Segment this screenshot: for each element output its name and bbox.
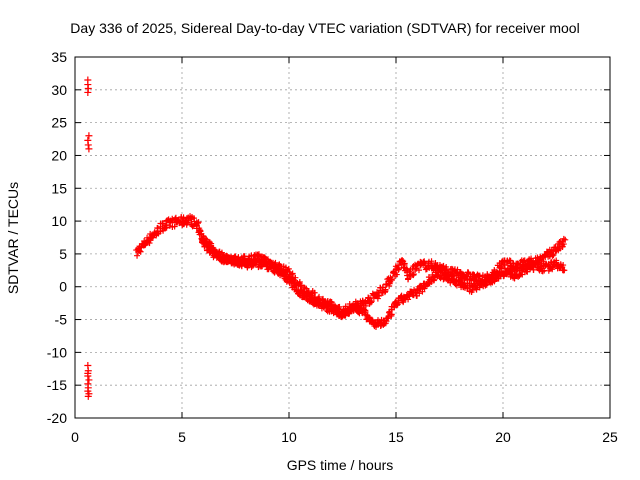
data-point <box>476 284 483 291</box>
data-point <box>368 299 375 306</box>
data-point <box>514 266 521 273</box>
data-point <box>288 276 295 283</box>
data-point <box>368 298 375 305</box>
data-point <box>305 290 312 297</box>
y-tick-label: -5 <box>55 312 68 328</box>
x-tick-label: 20 <box>495 429 511 445</box>
y-tick-label: 35 <box>51 49 67 65</box>
data-point <box>415 267 422 274</box>
y-tick-label: 30 <box>51 82 67 98</box>
x-tick-label: 5 <box>178 429 186 445</box>
data-point <box>341 311 348 318</box>
y-tick-label: 15 <box>51 180 67 196</box>
data-point <box>395 266 402 273</box>
x-axis-label: GPS time / hours <box>287 457 394 473</box>
data-point <box>382 288 389 295</box>
data-point <box>84 141 92 149</box>
y-tick-label: -20 <box>47 410 67 426</box>
data-point <box>393 271 400 278</box>
data-point <box>440 262 447 269</box>
data-point <box>292 274 299 281</box>
data-point <box>255 251 262 258</box>
data-point <box>560 241 567 248</box>
data-point <box>306 298 313 305</box>
data-point <box>194 220 201 227</box>
data-point <box>550 252 557 259</box>
data-point <box>282 264 289 271</box>
data-point <box>369 316 376 323</box>
data-point <box>476 273 483 280</box>
data-point <box>298 287 305 294</box>
y-tick-label: 25 <box>51 115 67 131</box>
data-point <box>453 282 460 289</box>
data-point <box>549 252 556 259</box>
y-tick-label: -10 <box>47 344 67 360</box>
data-point <box>561 267 568 274</box>
data-point <box>85 145 93 153</box>
data-point <box>549 264 556 271</box>
data-point <box>233 255 240 262</box>
data-point <box>298 282 305 289</box>
data-point <box>431 276 438 283</box>
data-point <box>84 88 92 96</box>
x-tick-label: 15 <box>388 429 404 445</box>
axis-ticks: 0 5 10 15 20 25 -20 -15 -10 -5 0 5 10 15 20 25 30 35 <box>47 49 618 445</box>
data-point <box>285 265 292 272</box>
data-point <box>405 296 412 303</box>
data-point <box>293 282 300 289</box>
data-point <box>346 310 353 317</box>
data-point <box>388 277 395 284</box>
data-point <box>410 271 417 278</box>
data-point <box>416 290 423 297</box>
data-point <box>428 258 435 265</box>
data-point <box>219 251 226 258</box>
data-point <box>562 236 569 243</box>
data-point <box>530 266 537 273</box>
y-tick-label: 5 <box>59 246 67 262</box>
data-points <box>84 76 569 400</box>
data-point <box>507 267 514 274</box>
data-point <box>439 269 446 276</box>
x-tick-label: 10 <box>281 429 297 445</box>
y-tick-label: 10 <box>51 213 67 229</box>
data-point <box>362 307 369 314</box>
data-point <box>85 132 93 140</box>
data-point <box>556 265 563 272</box>
data-point <box>84 392 92 400</box>
data-point <box>84 369 92 377</box>
x-tick-label: 0 <box>71 429 79 445</box>
y-tick-label: 0 <box>59 279 67 295</box>
data-point <box>483 281 490 288</box>
y-tick-label: 20 <box>51 147 67 163</box>
grid-lines <box>75 57 610 418</box>
data-point <box>273 264 280 271</box>
y-axis-label: SDTVAR / TECUs <box>5 182 21 294</box>
data-point <box>405 276 412 283</box>
data-point <box>134 252 141 259</box>
data-point <box>308 292 315 299</box>
data-point <box>289 277 296 284</box>
chart-title: Day 336 of 2025, Sidereal Day-to-day VTE… <box>70 20 579 36</box>
y-tick-label: -15 <box>47 377 67 393</box>
plot-frame <box>74 56 611 419</box>
data-point <box>560 262 567 269</box>
data-point <box>401 261 408 268</box>
data-point <box>85 376 93 384</box>
x-tick-label: 25 <box>602 429 618 445</box>
data-point <box>171 223 178 230</box>
data-point <box>473 286 480 293</box>
data-point <box>503 260 510 267</box>
data-point <box>422 261 429 268</box>
